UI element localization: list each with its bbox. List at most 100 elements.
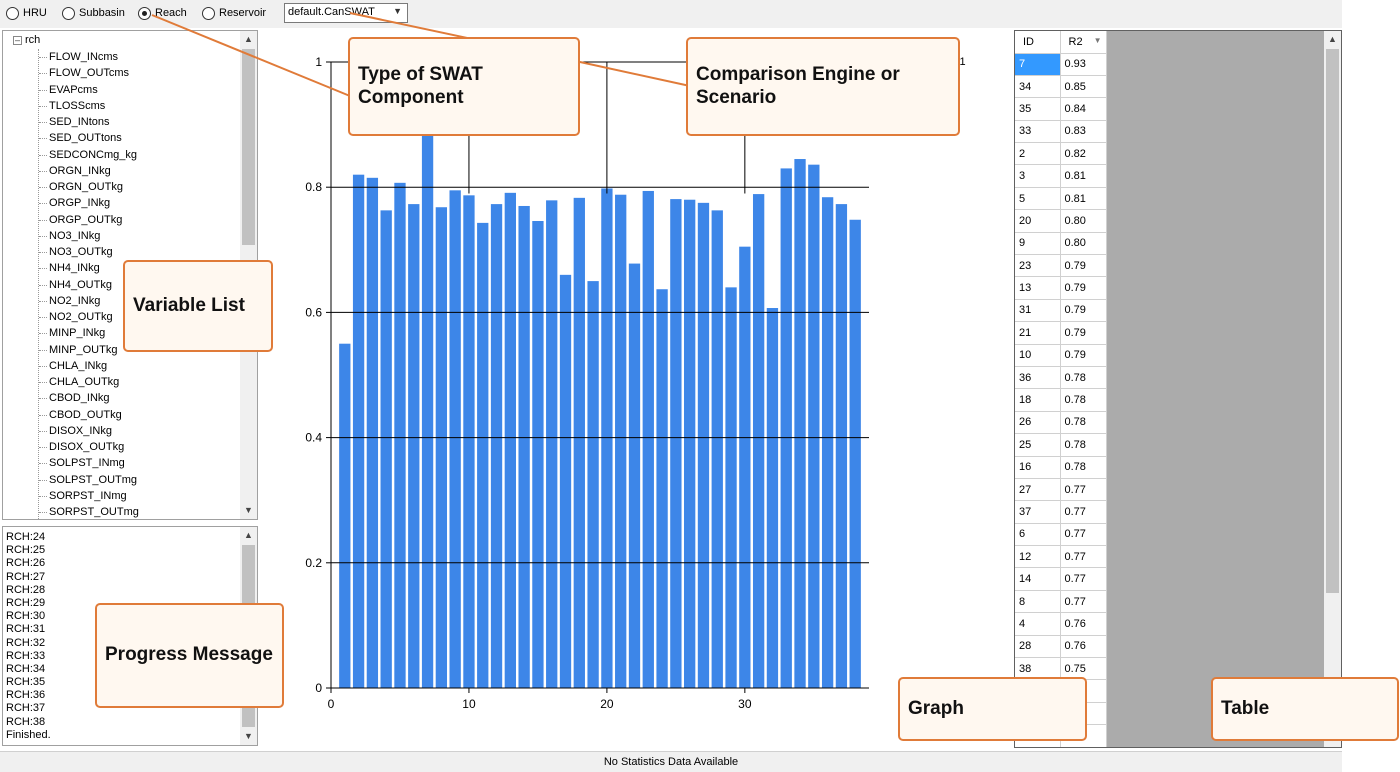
tree-root[interactable]: – rch [13,34,40,46]
table-row[interactable]: 31 0.79 [1015,299,1107,323]
tree-item[interactable]: NO2_OUTkg [39,309,139,325]
tree-item[interactable]: CBOD_INkg [39,390,139,406]
table-row[interactable]: 5 0.81 [1015,187,1107,211]
table-row[interactable]: 27 0.77 [1015,478,1107,502]
cell-id[interactable]: 5 [1015,187,1061,211]
tree-item[interactable]: NO3_OUTkg [39,244,139,260]
tree-item[interactable]: CBOD_OUTkg [39,407,139,423]
cell-r2[interactable]: 0.78 [1060,433,1107,457]
scenario-dropdown[interactable]: default.CanSWAT ▼ [284,3,408,23]
tree-item[interactable]: SORPST_INmg [39,488,139,504]
table-row[interactable]: 35 0.84 [1015,97,1107,121]
table-scrollbar[interactable]: ▲ ▼ [1324,31,1341,747]
table-row[interactable]: 36 0.78 [1015,366,1107,390]
cell-r2[interactable]: 0.77 [1060,523,1107,547]
tree-item[interactable]: CHLA_INkg [39,358,139,374]
tree-item[interactable]: ORGN_INkg [39,163,139,179]
cell-id[interactable]: 33 [1015,120,1061,144]
cell-r2[interactable]: 0.79 [1060,299,1107,323]
table-row[interactable]: 6 0.77 [1015,523,1107,547]
tree-item[interactable]: TLOSScms [39,98,139,114]
radio-subbasin[interactable]: Subbasin [62,6,125,20]
table-row[interactable]: 38 0.75 [1015,657,1107,681]
chevron-down-icon[interactable]: ▼ [393,6,402,16]
cell-r2[interactable]: 0.80 [1060,209,1107,233]
tree-item[interactable]: EVAPcms [39,82,139,98]
cell-id[interactable]: 27 [1015,478,1061,502]
table-row[interactable]: 14 0.77 [1015,567,1107,591]
tree-item[interactable]: DISOX_INkg [39,423,139,439]
cell-id[interactable]: 37 [1015,500,1061,524]
tree-item[interactable]: SOLPST_OUTmg [39,472,139,488]
table-row[interactable]: 7 0.93 [1015,53,1107,76]
col-header-r2[interactable]: R2 ▼ [1060,31,1107,54]
table-row[interactable]: 4 0.76 [1015,612,1107,636]
table-row[interactable]: 9 0.80 [1015,232,1107,256]
tree-item[interactable]: DISOX_OUTkg [39,439,139,455]
cell-id[interactable]: 25 [1015,433,1061,457]
cell-id[interactable]: 26 [1015,411,1061,435]
cell-id[interactable]: 18 [1015,388,1061,412]
cell-r2[interactable]: 0.77 [1060,545,1107,569]
scroll-up-icon[interactable]: ▲ [1328,34,1337,44]
table-row[interactable]: 13 0.79 [1015,276,1107,300]
cell-id[interactable]: 14 [1015,567,1061,591]
cell-r2[interactable]: 0.78 [1060,456,1107,479]
scroll-up-icon[interactable]: ▲ [244,34,253,44]
table-row[interactable]: 28 0.76 [1015,635,1107,659]
cell-r2[interactable]: 0.77 [1060,500,1107,524]
table-row[interactable]: 23 0.79 [1015,254,1107,278]
tree-item[interactable]: ORGP_OUTkg [39,212,139,228]
tree-scroll-thumb[interactable] [242,49,255,245]
table-row[interactable]: 2 0.82 [1015,142,1107,166]
table-row[interactable]: 26 0.78 [1015,411,1107,435]
cell-id[interactable]: 9 [1015,232,1061,256]
table-row[interactable]: 37 0.77 [1015,500,1107,524]
cell-r2[interactable]: 0.79 [1060,276,1107,300]
cell-r2[interactable]: 0.77 [1060,567,1107,591]
table-row[interactable]: 33 0.83 [1015,120,1107,144]
tree-item[interactable]: NH4_INkg [39,260,139,276]
tree-item[interactable]: SOLPST_INmg [39,455,139,471]
cell-r2[interactable]: 0.77 [1060,478,1107,502]
cell-id[interactable]: 13 [1015,276,1061,300]
cell-id[interactable]: 6 [1015,523,1061,547]
tree-item[interactable]: MINP_INkg [39,325,139,341]
table-row[interactable]: 34 0.85 [1015,75,1107,99]
tree-item[interactable]: ORGN_OUTkg [39,179,139,195]
cell-r2[interactable]: 0.79 [1060,254,1107,278]
cell-id[interactable]: 38 [1015,657,1061,681]
cell-id[interactable]: 7 [1015,53,1061,76]
cell-r2[interactable]: 0.76 [1060,635,1107,659]
cell-r2[interactable]: 0.75 [1060,657,1107,681]
cell-id[interactable]: 28 [1015,635,1061,659]
table-row[interactable]: 3 0.81 [1015,164,1107,188]
table-row[interactable]: 25 0.78 [1015,433,1107,457]
sort-desc-icon[interactable]: ▼ [1093,35,1102,45]
tree-item[interactable]: NO2_INkg [39,293,139,309]
radio-hru-dot[interactable] [6,6,19,20]
cell-id[interactable]: 21 [1015,321,1061,345]
cell-id[interactable]: 20 [1015,209,1061,233]
cell-r2[interactable]: 0.77 [1060,590,1107,614]
tree-item[interactable]: NH4_OUTkg [39,277,139,293]
table-row[interactable]: 12 0.77 [1015,545,1107,569]
cell-id[interactable]: 16 [1015,456,1061,479]
tree-item[interactable]: MINP_OUTkg [39,342,139,358]
radio-reservoir[interactable]: Reservoir [202,6,266,20]
scroll-down-icon[interactable]: ▼ [244,731,253,741]
cell-id[interactable]: 12 [1015,545,1061,569]
radio-reach[interactable]: Reach [138,6,187,20]
cell-r2[interactable]: 0.78 [1060,366,1107,390]
cell-r2[interactable]: 0.76 [1060,612,1107,636]
cell-id[interactable]: 3 [1015,164,1061,188]
cell-r2[interactable]: 0.83 [1060,120,1107,144]
tree-item[interactable]: SEDCONCmg_kg [39,147,139,163]
cell-r2[interactable]: 0.82 [1060,142,1107,166]
tree-item[interactable]: FLOW_INcms [39,49,139,65]
radio-hru[interactable]: HRU [6,6,47,20]
tree-item[interactable]: NO3_INkg [39,228,139,244]
cell-id[interactable]: 36 [1015,366,1061,390]
cell-r2[interactable]: 0.79 [1060,321,1107,345]
tree-item[interactable]: ORGP_INkg [39,195,139,211]
